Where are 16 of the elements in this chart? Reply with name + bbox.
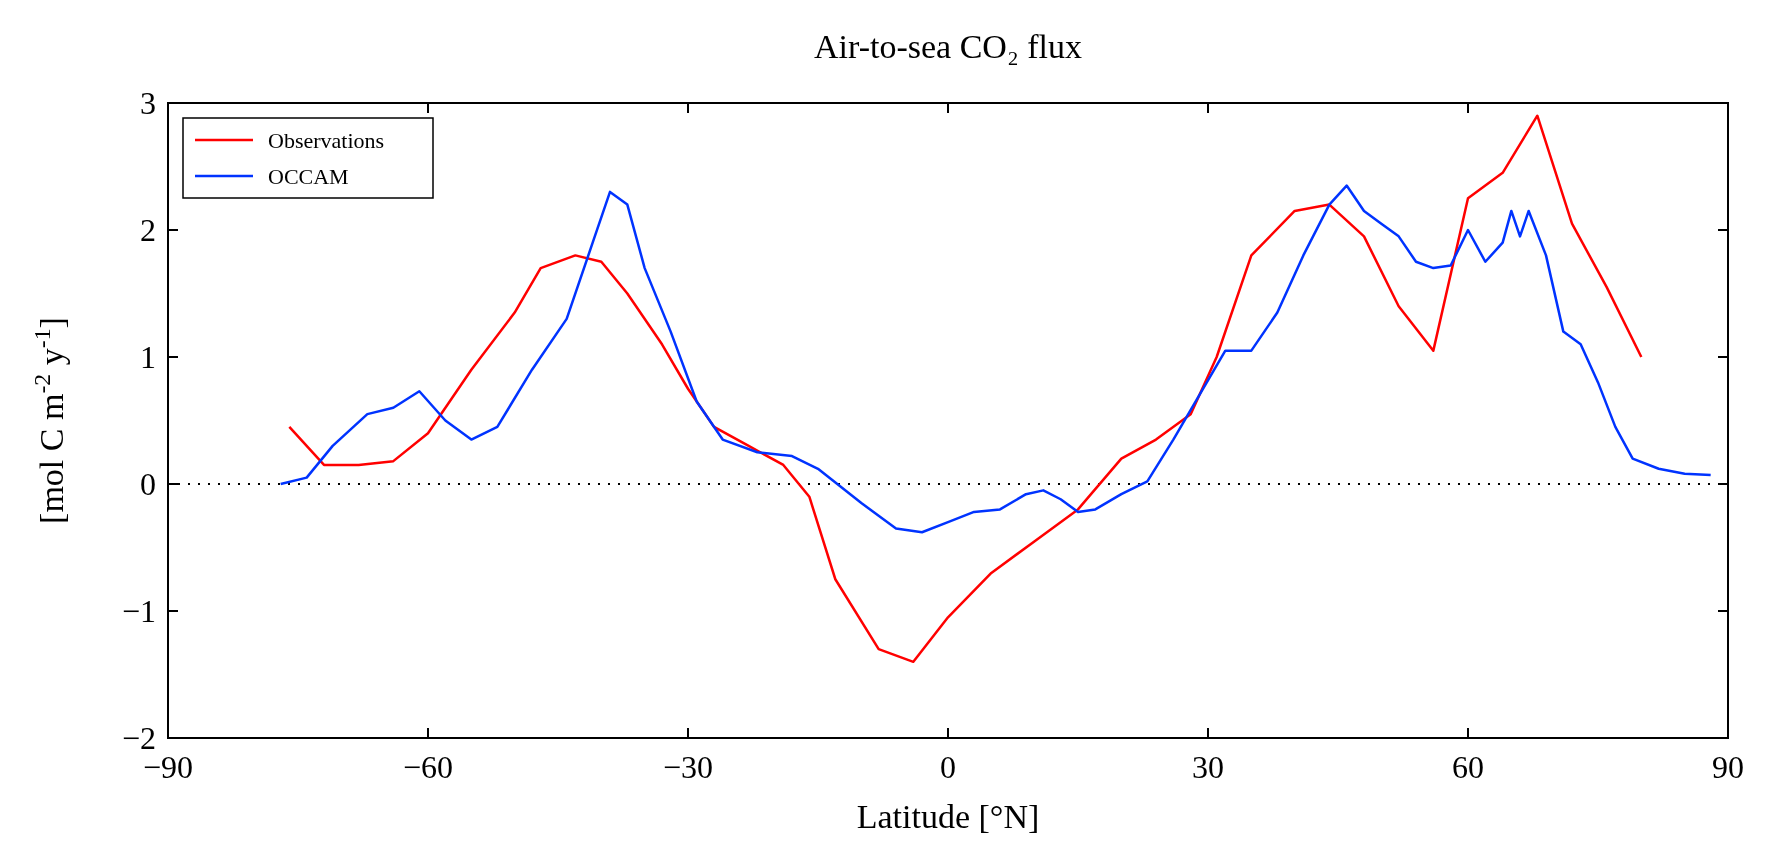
x-tick-label: 0 [940, 749, 956, 785]
chart-title: Air-to-sea CO₂ flux [814, 28, 1082, 65]
x-tick-label: 30 [1192, 749, 1224, 785]
y-tick-label: 1 [140, 339, 156, 376]
y-tick-label: 3 [140, 85, 156, 122]
x-tick-label: −60 [402, 749, 454, 785]
line-series [279, 184, 1712, 534]
x-tick-label: 90 [1712, 749, 1744, 785]
legend-label: OCCAM [268, 163, 349, 189]
y-tick-label: −1 [121, 593, 156, 630]
legend-label: Observations [268, 127, 385, 153]
x-tick-label: −30 [662, 749, 714, 785]
x-axis-title: Latitude [°N] [856, 798, 1040, 835]
x-tick-label: 60 [1452, 749, 1484, 785]
y-tick-label: 2 [140, 212, 156, 249]
y-tick-label: 0 [140, 466, 156, 503]
